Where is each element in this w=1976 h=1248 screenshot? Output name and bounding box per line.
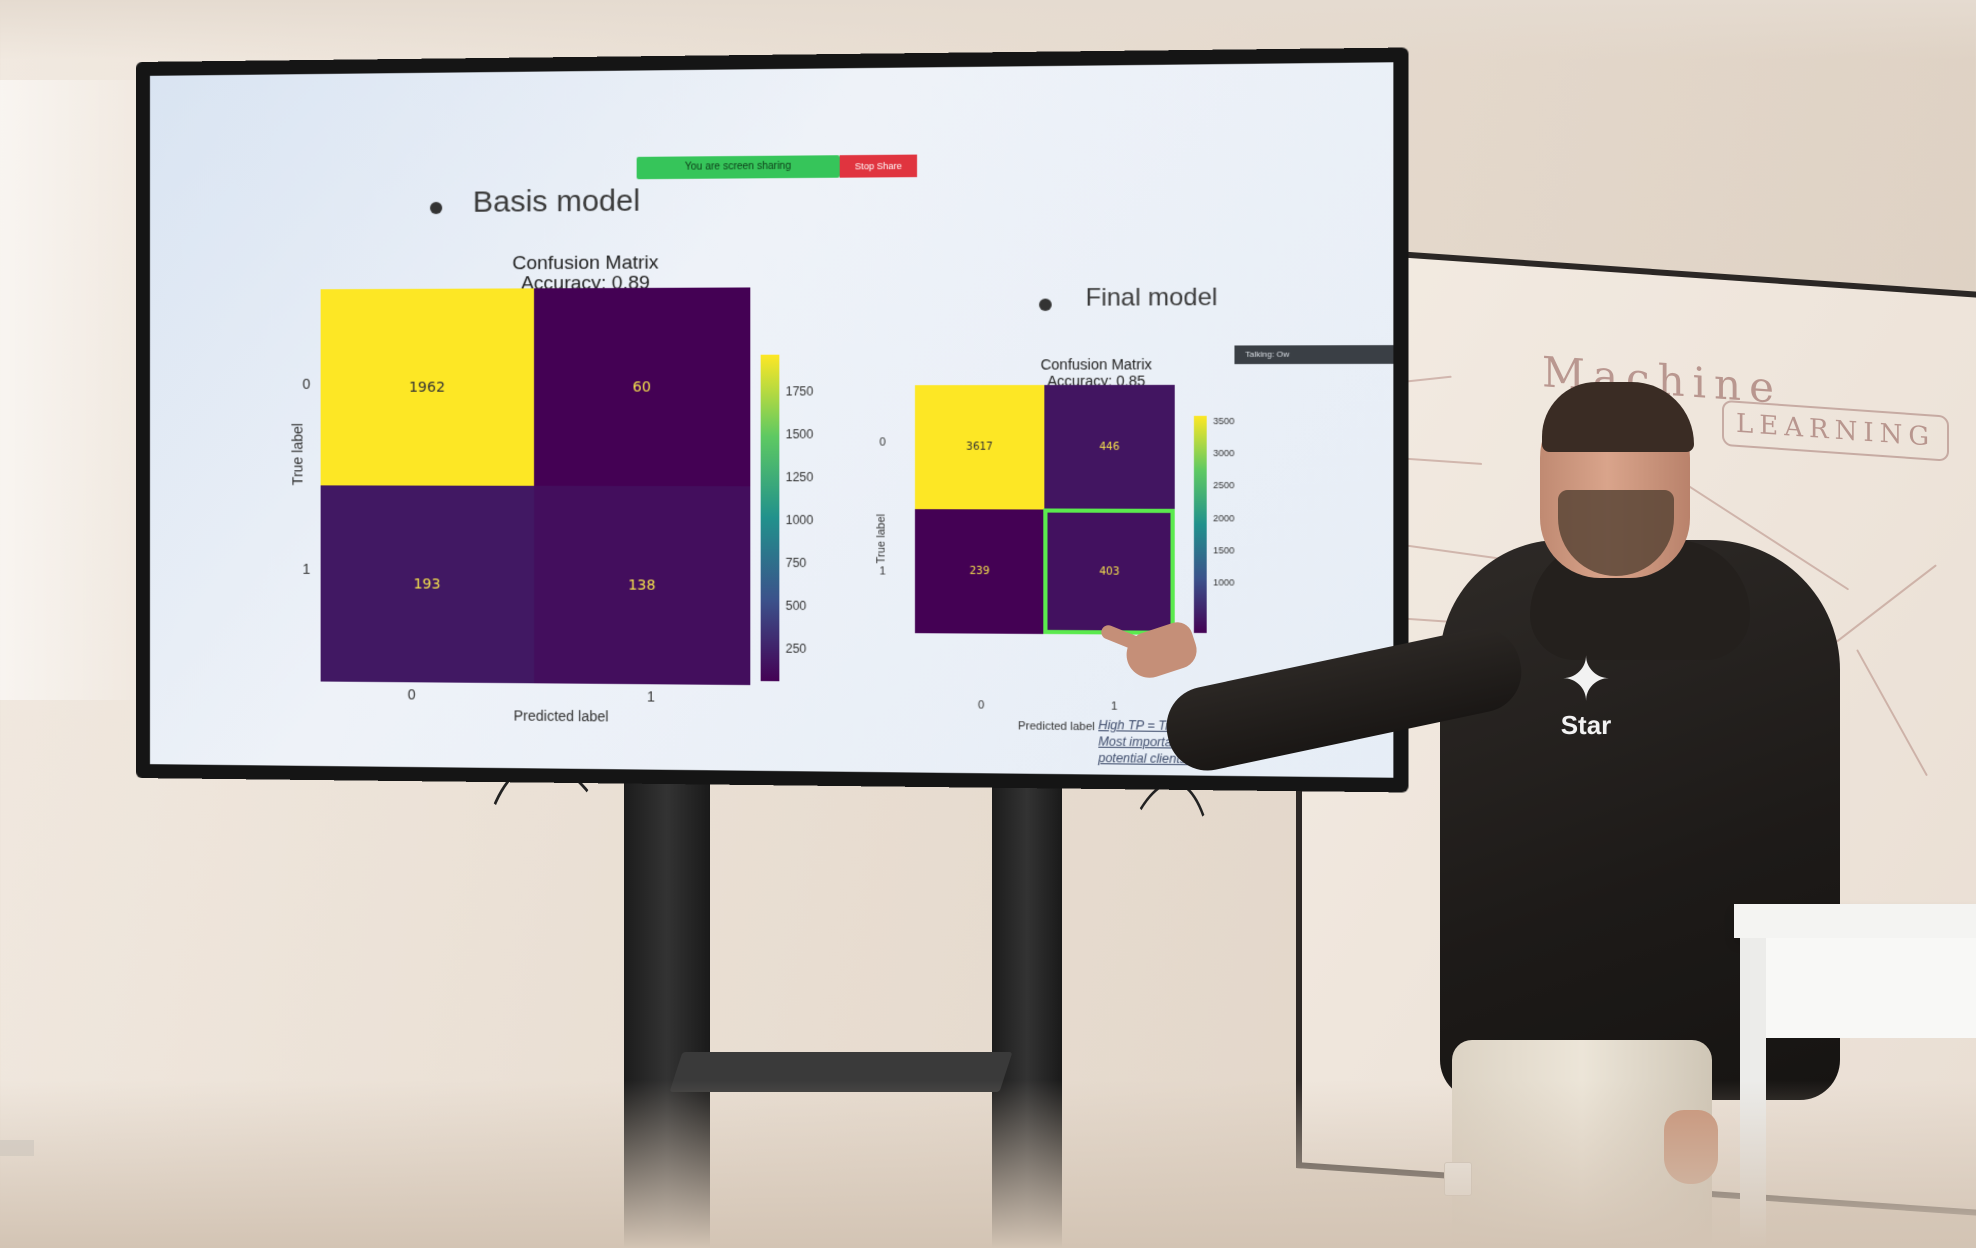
presentation-screen: You are screen sharing Stop Share Basis … <box>150 62 1393 777</box>
chart-title: Confusion Matrix <box>1001 356 1192 373</box>
colorbar-tick: 500 <box>786 599 807 613</box>
basis-colorbar-ticks: 1750 1500 1250 1000 750 500 250 <box>150 62 1393 76</box>
matrix-cell: 138 <box>534 486 750 685</box>
wb-scribble <box>1856 649 1928 776</box>
desk-top <box>1734 904 1976 938</box>
star-icon: ✦ <box>1546 650 1626 710</box>
x-tick: 1 <box>1111 700 1117 712</box>
floor-shadow <box>0 1080 1976 1248</box>
bullet <box>1039 299 1052 311</box>
y-tick: 0 <box>302 376 310 392</box>
final-confusion-matrix: 3617 446 239 403 <box>150 62 1393 76</box>
basis-colorbar <box>761 355 780 682</box>
colorbar-tick: 1750 <box>786 384 814 398</box>
ceiling <box>0 0 1976 60</box>
matrix-cell: 60 <box>534 287 750 486</box>
colorbar-tick: 250 <box>786 642 807 656</box>
tv-display: You are screen sharing Stop Share Basis … <box>136 48 1408 793</box>
y-axis-label: True label <box>875 514 888 564</box>
talking-indicator: Talking: Ow <box>1234 345 1393 364</box>
colorbar-tick: 1500 <box>786 427 814 441</box>
final-colorbar <box>1194 416 1207 633</box>
colorbar-tick: 3000 <box>1213 448 1234 458</box>
colorbar-tick: 3500 <box>1213 416 1234 426</box>
x-tick: 1 <box>647 688 655 704</box>
matrix-cell: 239 <box>915 509 1044 634</box>
colorbar-tick: 2000 <box>1213 513 1234 523</box>
matrix-cell: 3617 <box>915 385 1044 509</box>
basis-confusion-matrix: 1962 60 193 138 <box>150 62 1393 76</box>
basis-model-heading: Basis model <box>473 184 640 220</box>
screen-sharing-banner[interactable]: You are screen sharing <box>637 155 840 179</box>
matrix-cell: 1962 <box>321 288 534 485</box>
colorbar-tick: 1000 <box>786 513 814 527</box>
x-tick: 0 <box>408 686 416 702</box>
colorbar-tick: 1000 <box>1213 577 1234 587</box>
y-tick: 0 <box>879 436 885 448</box>
colorbar-tick: 1500 <box>1213 545 1234 555</box>
matrix-cell: 193 <box>321 485 534 683</box>
chart-title: Confusion Matrix <box>452 253 719 275</box>
y-tick: 1 <box>879 565 885 577</box>
colorbar-tick: 2500 <box>1213 480 1234 490</box>
bullet <box>430 202 442 214</box>
y-tick: 1 <box>302 561 310 577</box>
highlighted-true-positive-cell <box>1043 508 1174 634</box>
final-colorbar-ticks: 3500 3000 2500 2000 1500 1000 <box>150 62 1393 76</box>
colorbar-tick: 1250 <box>786 470 814 484</box>
x-axis-label: Predicted label <box>1018 720 1095 733</box>
matrix-cell: 446 <box>1044 385 1174 510</box>
x-tick: 0 <box>978 699 984 711</box>
wb-learning: LEARNING <box>1722 400 1949 462</box>
x-axis-label: Predicted label <box>514 707 609 724</box>
desk-front <box>1766 938 1976 1038</box>
final-model-heading: Final model <box>1086 283 1218 312</box>
colorbar-tick: 750 <box>786 556 807 570</box>
hoodie-logo: ✦ Star <box>1546 650 1626 741</box>
stop-share-button[interactable]: Stop Share <box>840 155 917 178</box>
y-axis-label: True label <box>289 423 305 485</box>
hoodie-logo-text: Star <box>1546 710 1626 741</box>
